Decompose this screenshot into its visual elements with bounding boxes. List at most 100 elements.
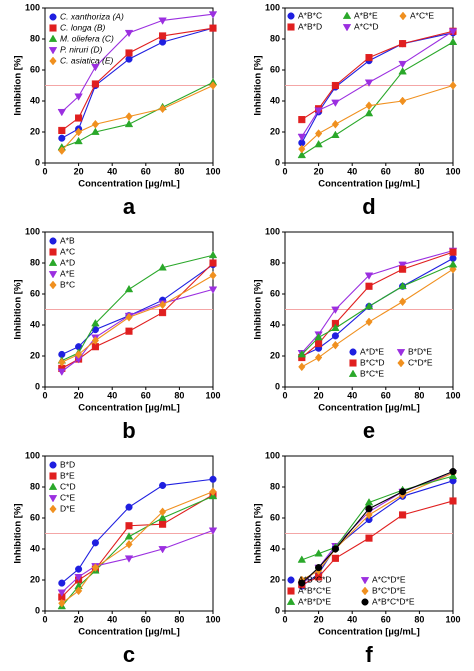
legend-marker bbox=[287, 12, 295, 20]
data-point bbox=[58, 146, 66, 155]
series-line bbox=[61, 491, 214, 604]
y-tick-label: 100 bbox=[25, 2, 40, 12]
legend-marker bbox=[349, 359, 357, 367]
legend-marker bbox=[287, 587, 295, 595]
data-point bbox=[125, 327, 133, 335]
x-tick-label: 20 bbox=[74, 614, 84, 624]
legend-label: A*C*E bbox=[410, 10, 434, 20]
legend-marker bbox=[348, 369, 358, 377]
data-point bbox=[365, 282, 373, 290]
x-tick-label: 60 bbox=[381, 614, 391, 624]
x-tick-label: 80 bbox=[174, 166, 184, 176]
series-line bbox=[61, 254, 214, 362]
data-point bbox=[91, 80, 99, 88]
data-point bbox=[399, 40, 407, 48]
series-line bbox=[301, 472, 454, 586]
legend-marker bbox=[49, 248, 57, 256]
data-point bbox=[91, 539, 99, 547]
x-tick-label: 40 bbox=[347, 390, 357, 400]
data-point bbox=[448, 471, 458, 480]
legend-marker bbox=[49, 24, 57, 32]
y-axis-label: Inhibition [%] bbox=[13, 279, 24, 339]
data-point bbox=[365, 510, 373, 520]
data-point bbox=[297, 555, 307, 563]
data-point bbox=[364, 272, 374, 280]
data-point bbox=[125, 49, 133, 57]
data-point bbox=[159, 481, 167, 490]
data-point bbox=[209, 259, 217, 267]
y-tick-label: 40 bbox=[30, 95, 40, 105]
x-tick-label: 80 bbox=[414, 390, 424, 400]
y-tick-label: 0 bbox=[35, 605, 40, 615]
data-point bbox=[331, 554, 339, 562]
data-point bbox=[58, 126, 66, 135]
x-axis-label: Concentration [µg/mL] bbox=[318, 179, 420, 190]
x-tick-label: 40 bbox=[347, 166, 357, 176]
legend-marker bbox=[48, 271, 58, 279]
data-point bbox=[297, 133, 307, 142]
y-tick-label: 40 bbox=[270, 95, 280, 105]
series-line bbox=[301, 251, 454, 358]
y-tick-label: 80 bbox=[30, 481, 40, 491]
y-tick-label: 80 bbox=[30, 33, 40, 43]
x-axis-label: Concentration [µg/mL] bbox=[78, 403, 180, 414]
legend-label: A*B*C*D*E bbox=[372, 596, 415, 606]
legend-marker bbox=[397, 358, 405, 368]
y-axis-label: Inhibition [%] bbox=[253, 503, 264, 563]
legend-marker bbox=[349, 348, 357, 356]
data-point bbox=[57, 108, 67, 117]
panel-label: d bbox=[362, 194, 375, 219]
y-tick-label: 20 bbox=[30, 350, 40, 360]
y-tick-label: 60 bbox=[30, 64, 40, 74]
legend-marker bbox=[342, 24, 352, 32]
data-point bbox=[91, 563, 100, 572]
data-point bbox=[314, 332, 323, 341]
x-tick-label: 0 bbox=[282, 614, 287, 624]
legend-label: C. xanthoriza (A) bbox=[60, 11, 124, 21]
x-tick-label: 80 bbox=[414, 166, 424, 176]
data-point bbox=[398, 96, 407, 106]
legend-marker bbox=[361, 586, 369, 596]
series-line bbox=[301, 41, 454, 156]
data-point bbox=[365, 505, 373, 513]
x-axis-label: Concentration [µg/mL] bbox=[78, 179, 180, 190]
legend-label: A*B*C bbox=[298, 10, 322, 20]
data-point bbox=[158, 507, 167, 517]
data-point bbox=[57, 589, 67, 597]
data-point bbox=[125, 312, 133, 322]
y-tick-label: 60 bbox=[270, 64, 280, 74]
legend-label: A*E bbox=[60, 268, 75, 278]
data-point bbox=[124, 29, 134, 38]
data-point bbox=[398, 297, 407, 307]
data-point bbox=[159, 32, 167, 40]
data-point bbox=[74, 574, 83, 582]
data-point bbox=[365, 101, 373, 111]
data-point bbox=[364, 301, 374, 310]
x-tick-label: 80 bbox=[174, 614, 184, 624]
y-tick-label: 60 bbox=[30, 512, 40, 522]
legend-label: B*C*E bbox=[360, 368, 384, 378]
data-point bbox=[331, 119, 340, 129]
legend-marker bbox=[399, 11, 407, 21]
legend-label: A*C*D bbox=[354, 21, 379, 31]
series-line bbox=[61, 13, 214, 113]
data-point bbox=[314, 129, 323, 138]
series-line bbox=[61, 274, 214, 363]
data-point bbox=[208, 286, 218, 294]
y-tick-label: 20 bbox=[30, 574, 40, 584]
data-point bbox=[91, 127, 100, 135]
legend-marker bbox=[286, 597, 296, 605]
x-tick-label: 20 bbox=[314, 614, 324, 624]
data-point bbox=[398, 60, 407, 69]
series-line bbox=[61, 262, 214, 369]
data-point bbox=[74, 127, 83, 137]
y-tick-label: 40 bbox=[270, 543, 280, 553]
series-line bbox=[301, 32, 454, 144]
series-line bbox=[61, 495, 214, 607]
x-tick-label: 60 bbox=[381, 390, 391, 400]
legend-marker bbox=[361, 598, 369, 606]
legend-marker bbox=[48, 482, 58, 490]
data-point bbox=[449, 81, 457, 90]
y-tick-label: 100 bbox=[25, 450, 40, 460]
x-tick-label: 100 bbox=[445, 614, 460, 624]
